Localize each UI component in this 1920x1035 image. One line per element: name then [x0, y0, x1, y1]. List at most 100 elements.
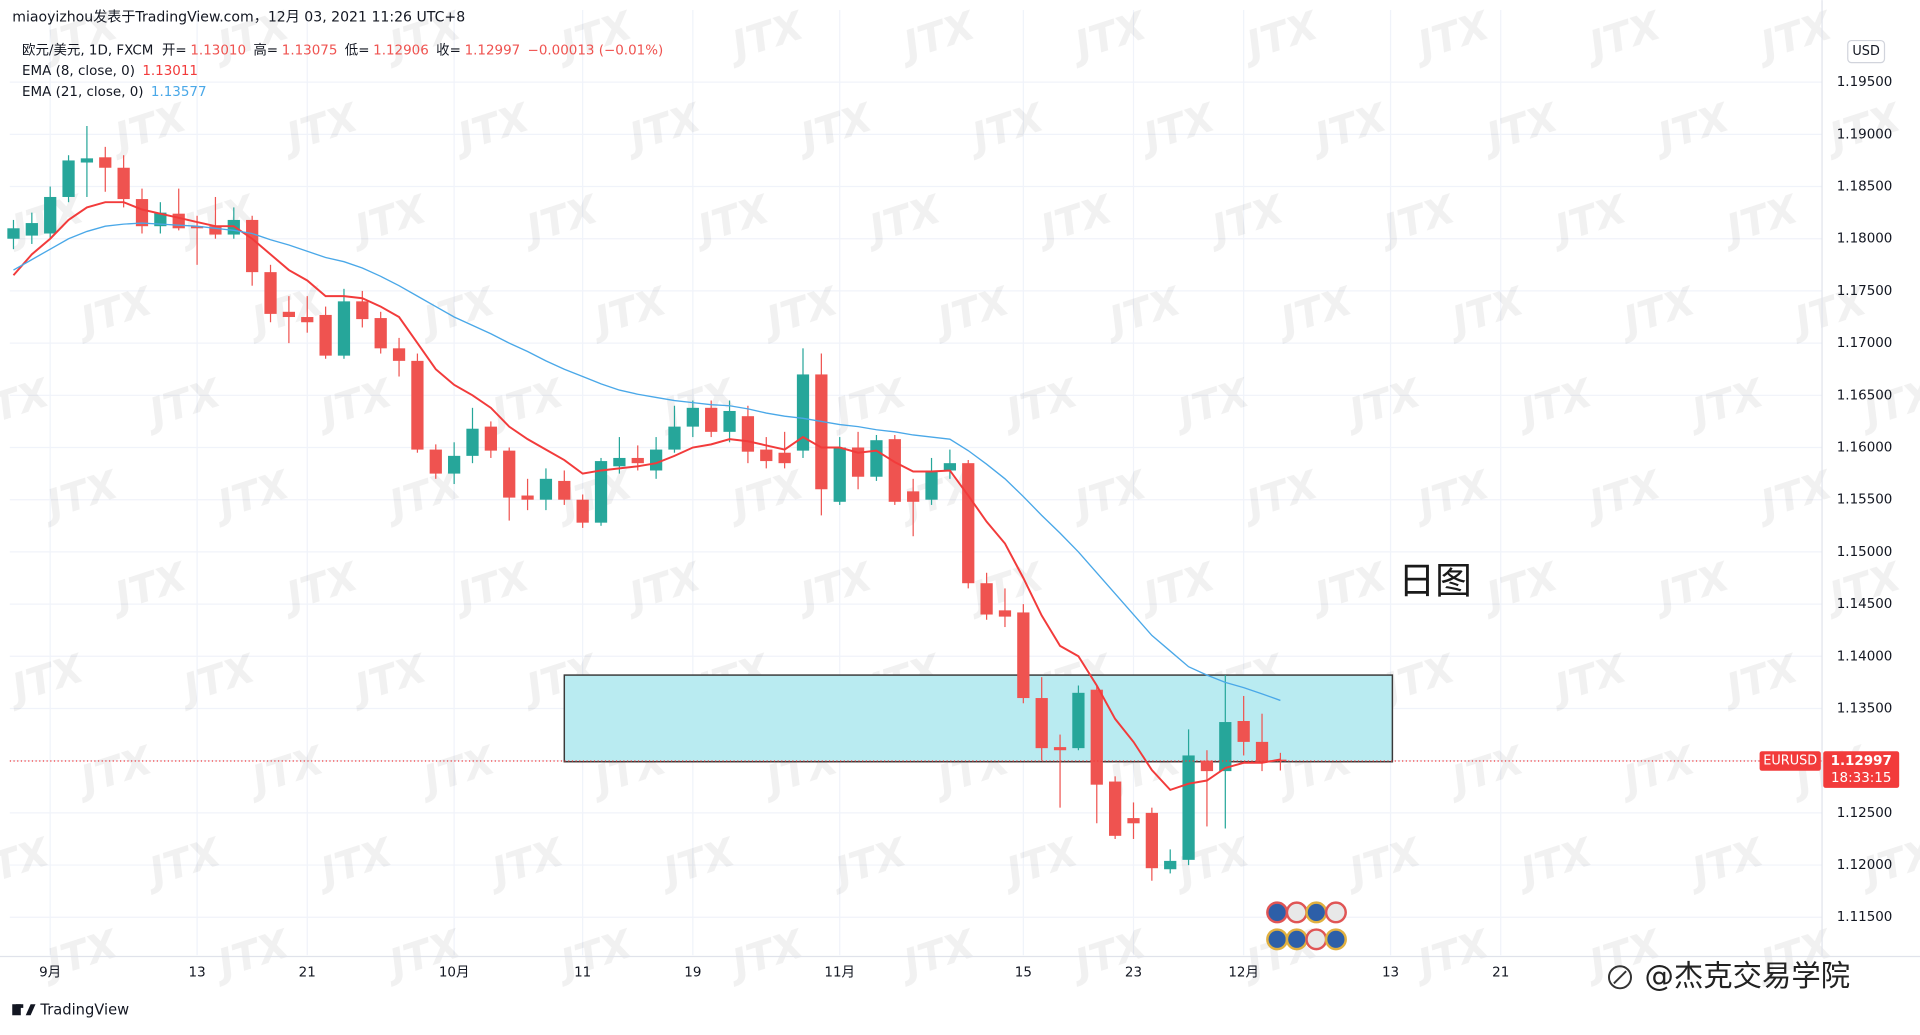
y-tick-label: 1.17000 — [1837, 336, 1893, 351]
y-tick-label: 1.14000 — [1837, 649, 1893, 664]
candle-body — [172, 213, 185, 229]
candle-body — [429, 449, 442, 474]
candle-body — [705, 407, 718, 432]
change-value: −0.00013 (−0.01%) — [528, 43, 664, 58]
candle-body — [466, 428, 479, 456]
candle-body — [1053, 747, 1067, 751]
candle-body — [154, 212, 167, 227]
candle-body — [833, 447, 846, 502]
y-tick-label: 1.16000 — [1837, 441, 1893, 456]
brand-logo — [12, 1004, 36, 1016]
candle-body — [7, 228, 20, 239]
axes: 1.115001.120001.125001.130001.135001.140… — [0, 0, 1920, 980]
candle-body — [796, 374, 810, 451]
plot — [7, 125, 1823, 881]
candle-body — [576, 499, 589, 523]
grid — [9, 9, 1823, 956]
candle-body — [1127, 818, 1140, 824]
x-tick-label: 23 — [1125, 965, 1142, 980]
ohlc-key: 收= — [436, 42, 461, 58]
candle-body — [521, 495, 534, 500]
y-tick-label: 1.13500 — [1837, 701, 1893, 716]
candle-body — [1255, 741, 1269, 762]
candle-body — [411, 360, 424, 450]
candle-body — [1145, 812, 1158, 869]
candle-body — [815, 374, 828, 490]
price-tag — [1823, 751, 1900, 788]
candle-body — [870, 440, 883, 477]
ohlc-key: 开= — [162, 43, 187, 58]
candle-body — [1164, 860, 1177, 870]
x-tick-label: 21 — [1492, 965, 1509, 980]
candle-body — [723, 410, 736, 432]
x-tick-label: 21 — [299, 965, 316, 980]
candle-body — [649, 449, 663, 471]
candle-body — [888, 439, 901, 502]
credit-icon — [1608, 965, 1632, 990]
x-tick-label: 19 — [684, 965, 701, 980]
x-tick-label: 10月 — [439, 965, 470, 980]
candle-body — [1219, 722, 1232, 772]
candle-body — [135, 199, 149, 227]
event-icons — [1266, 901, 1347, 951]
x-tick-label: 15 — [1015, 965, 1032, 980]
candle-body — [851, 447, 865, 477]
candle-body — [998, 610, 1012, 617]
ohlc-value: 1.12906 — [373, 43, 429, 58]
candle-body — [668, 426, 681, 450]
legend: 欧元/美元, 1D, FXCM 开= 1.13010 高= 1.13075 低= 1.129… — [22, 41, 663, 100]
candle-body — [117, 167, 130, 200]
price-label: 1.12997 — [1831, 754, 1892, 769]
candle-body — [1237, 721, 1250, 742]
candle-body — [686, 407, 699, 427]
annotation: 日图 — [1398, 560, 1471, 603]
y-tick-label: 1.15500 — [1837, 493, 1893, 508]
y-tick-label: 1.17500 — [1837, 284, 1893, 299]
candle-body — [356, 301, 369, 320]
x-tick-label: 9月 — [39, 965, 61, 980]
candle-body — [319, 314, 332, 356]
symbol-label: EURUSD — [1763, 753, 1817, 768]
candle-body — [484, 426, 497, 451]
x-tick-label: 11 — [574, 965, 591, 980]
ohlc-value: 1.13010 — [190, 43, 246, 58]
y-tick-label: 1.12000 — [1837, 858, 1893, 873]
candle-body — [99, 157, 112, 168]
ema-line — [13, 222, 1281, 702]
y-tick-label: 1.18000 — [1837, 232, 1893, 247]
currency-button[interactable] — [1847, 39, 1886, 64]
candle-body — [1035, 698, 1048, 749]
candle-body — [392, 348, 406, 361]
y-tick-label: 1.16500 — [1837, 388, 1893, 403]
zone — [563, 674, 1394, 763]
y-tick-label: 1.14500 — [1837, 597, 1893, 612]
candle-body — [760, 449, 773, 462]
candle-body — [209, 226, 222, 235]
candle-body — [1200, 760, 1214, 772]
y-tick-label: 1.18500 — [1837, 180, 1893, 195]
candle-body — [282, 311, 296, 318]
candle-body — [962, 463, 975, 584]
candle-body — [907, 491, 920, 502]
candle-body — [301, 317, 314, 323]
candle-body — [1017, 612, 1030, 699]
candle-body — [62, 160, 75, 197]
x-tick-label: 13 — [189, 965, 206, 980]
ohlc-key: 高= — [253, 41, 278, 58]
y-tick-label: 1.11500 — [1837, 910, 1893, 925]
candle-body — [539, 478, 553, 500]
credit: @杰克交易学院 — [1644, 959, 1850, 993]
candle-body — [337, 301, 351, 356]
candle-body — [741, 416, 755, 452]
ema-name: EMA (8, close, 0) — [22, 64, 135, 79]
currency[interactable]: USD — [1852, 44, 1880, 59]
candle-body — [1072, 692, 1085, 749]
ohlc-value: 1.13075 — [282, 43, 338, 58]
ohlc-key: 低= — [345, 42, 370, 58]
ema-value: 1.13577 — [151, 85, 207, 100]
candle-body — [594, 461, 608, 523]
series-name: 欧元/美元, 1D, FXCM — [22, 42, 153, 58]
candle-body — [264, 272, 277, 314]
